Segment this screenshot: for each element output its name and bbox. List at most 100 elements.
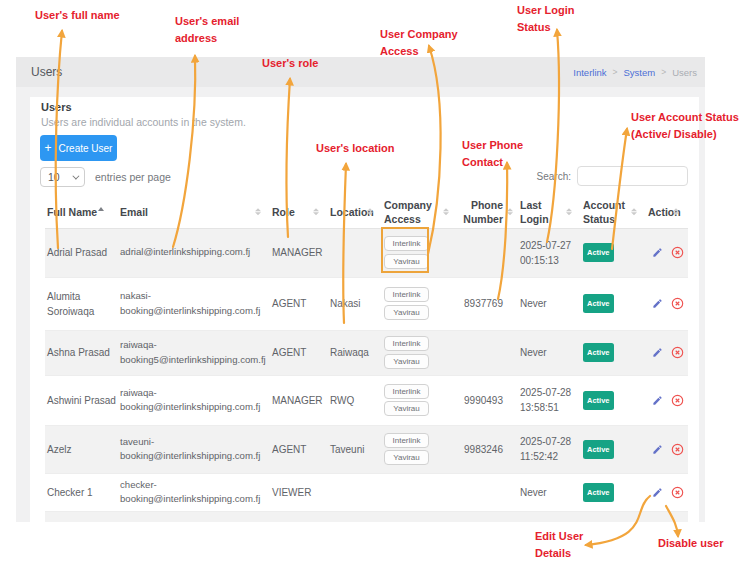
company-access-button[interactable]: Interlink [384,287,429,302]
company-access-button[interactable]: Yavirau [384,401,429,416]
edit-icon[interactable] [652,298,663,309]
cell-last-login: 2025-07-2811:52:42 [514,425,581,473]
sort-icon [507,208,513,216]
cell-action [646,330,688,375]
table-row: Checker 1checker-booking@interlinkshippi… [45,473,688,511]
cell-email: checker-booking@interlinkshipping.com.fj [118,473,270,511]
sort-icon [367,208,373,216]
company-access-button[interactable]: Yavirau [384,354,429,369]
table-header-row: Full NameEmailRoleLocationCompany Access… [45,196,688,228]
cell-role: VIEWER [270,473,328,511]
cell-last-login: 2025-07-2700:15:13 [514,228,581,277]
page-title: Users [31,65,62,79]
cell-phone-number [458,228,514,277]
column-header-full-name[interactable]: Full Name [45,196,118,228]
cell-phone-number: 8937769 [458,277,514,330]
column-header-phone-number[interactable]: Phone Number [458,196,514,228]
breadcrumb-separator: > [613,67,618,77]
cell-account-status: Active [581,425,646,473]
page-size-select[interactable]: 10 [40,167,85,187]
cell-full-name: Azelz [45,425,118,473]
chevron-down-icon [72,172,79,179]
company-access-button[interactable]: Interlink [384,433,429,448]
cell-company-access [382,473,458,511]
disable-icon[interactable] [671,486,684,499]
column-header-account-status[interactable]: Account Status [581,196,646,228]
sort-asc-icon [98,207,104,211]
sort-icon [631,208,637,216]
card-title: Users [41,101,72,113]
annotation-email: User's email address [175,13,239,47]
cell-account-status: Active [581,228,646,277]
annotation-account: User Account Status (Active/ Disable) [631,109,739,143]
table-row: Alumita Soroiwaqanakasi-booking@interlin… [45,277,688,330]
create-user-button[interactable]: + Create User [40,135,117,161]
page-header-bar: Users Interlink > System > Users [16,57,705,87]
edit-icon[interactable] [652,487,663,498]
edit-icon[interactable] [652,444,663,455]
plus-icon: + [45,141,52,155]
entries-per-page: 10 entries per page [40,167,171,187]
sort-icon [566,208,572,216]
sort-icon [313,208,319,216]
column-header-location[interactable]: Location [328,196,382,228]
annotation-disable: Disable user [658,535,723,552]
disable-icon[interactable] [671,297,684,310]
cell-account-status: Active [581,375,646,425]
cell-full-name: Ashwini Prasad [45,375,118,425]
cell-last-login: Never [514,330,581,375]
status-badge: Active [583,483,614,502]
search-input[interactable] [577,166,688,186]
column-header-role[interactable]: Role [270,196,328,228]
cell-full-name: Adrial Prasad [45,228,118,277]
edit-icon[interactable] [652,395,663,406]
cell-role: AGENT [270,425,328,473]
disable-icon[interactable] [671,443,684,456]
column-header-action[interactable]: Action [646,196,688,228]
status-badge: Active [583,294,614,313]
cell-phone-number [458,330,514,375]
edit-icon[interactable] [652,247,663,258]
breadcrumb-system[interactable]: System [624,67,656,78]
status-badge: Active [583,440,614,459]
company-access-button[interactable]: Interlink [384,336,429,351]
entries-label: entries per page [95,171,171,183]
disable-icon[interactable] [671,246,684,259]
cell-location: Nakasi [328,277,382,330]
breadcrumb-users: Users [672,67,697,78]
column-header-last-login[interactable]: Last Login [514,196,581,228]
annotation-login: User Login Status [517,2,574,36]
table-row-partial [45,511,688,522]
cell-role: MANAGER [270,375,328,425]
breadcrumb-interlink[interactable]: Interlink [573,67,606,78]
breadcrumb-separator: > [661,67,666,77]
sort-icon [255,208,261,216]
cell-full-name: Ashna Prasad [45,330,118,375]
cell-action [646,473,688,511]
cell-email: taveuni-booking@interlinkshipping.com.fj [118,425,270,473]
annotation-edit: Edit User Details [535,528,583,562]
company-access-button[interactable]: Yavirau [384,450,429,465]
cell-phone-number: 9990493 [458,375,514,425]
users-card: Users Users are individual accounts in t… [30,97,699,522]
disable-icon[interactable] [671,394,684,407]
column-header-email[interactable]: Email [118,196,270,228]
disable-icon[interactable] [671,346,684,359]
table-row: Azelztaveuni-booking@interlinkshipping.c… [45,425,688,473]
edit-icon[interactable] [652,347,663,358]
sort-icon [443,208,449,216]
table-row: Ashwini Prasadraiwaqa-booking@interlinks… [45,375,688,425]
column-header-company-access[interactable]: Company Access [382,196,458,228]
cell-location: Raiwaqa [328,330,382,375]
company-access-button[interactable]: Interlink [384,384,429,399]
cell-action [646,228,688,277]
cell-account-status: Active [581,473,646,511]
cell-email: adrial@interlinkshipping.com.fj [118,228,270,277]
cell-company-access: Interlink Yavirau [382,375,458,425]
search-label: Search: [537,171,571,182]
company-access-button[interactable]: Yavirau [384,305,429,320]
cell-location: Taveuni [328,425,382,473]
cell-email: nakasi-booking@interlinkshipping.com.fj [118,277,270,330]
annotation-phone: User Phone Contact [462,137,523,171]
search-control: Search: [537,166,688,186]
